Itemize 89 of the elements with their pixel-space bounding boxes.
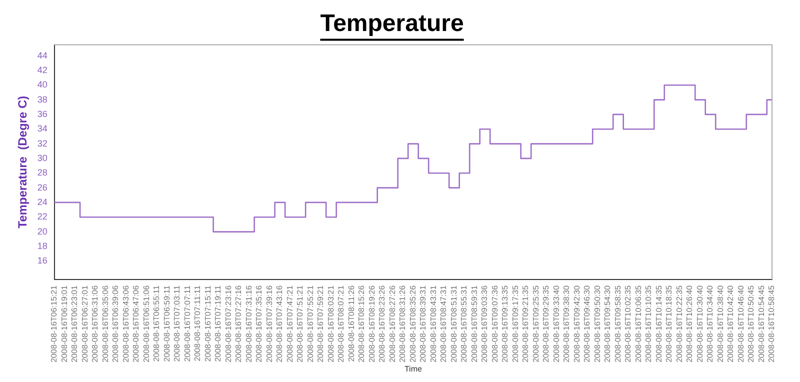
y-tick-label: 44 — [37, 50, 48, 60]
x-tick-label: 2008-08-16T08:15:26 — [357, 284, 366, 362]
x-tick-label: 2008-08-16T07:31:16 — [244, 284, 254, 362]
x-tick-label: 2008-08-16T06:39:06 — [111, 284, 120, 362]
x-tick-label: 2008-08-16T10:50:45 — [746, 284, 756, 362]
x-tick-label: 2008-08-16T09:42:30 — [572, 284, 582, 362]
x-tick-label: 2008-08-16T07:11:11 — [193, 284, 202, 362]
y-tick-label: 30 — [37, 152, 48, 163]
y-tick-label: 34 — [37, 124, 48, 134]
y-tick-label: 38 — [37, 94, 48, 104]
x-tick-label: 2008-08-16T06:47:06 — [132, 284, 141, 362]
x-tick-label: 2008-08-16T06:23:01 — [70, 284, 80, 362]
x-tick-label: 2008-08-16T06:27:01 — [80, 284, 90, 362]
x-tick-label: 2008-08-16T10:42:40 — [726, 284, 736, 362]
x-tick-label: 2008-08-16T09:21:35 — [521, 284, 530, 362]
x-axis-title: Time — [404, 364, 422, 374]
x-tick-label: 2008-08-16T08:11:26 — [346, 284, 356, 362]
x-tick-label: 2008-08-16T08:51:31 — [449, 284, 458, 362]
x-tick-label: 2008-08-16T08:55:31 — [460, 284, 469, 362]
y-tick-label: 20 — [37, 226, 48, 236]
y-tick-label: 32 — [37, 138, 48, 148]
x-tick-label: 2008-08-16T07:35:16 — [254, 284, 264, 362]
x-tick-label: 2008-08-16T09:58:35 — [613, 284, 622, 362]
x-tick-label: 2008-08-16T06:31:06 — [90, 284, 100, 362]
x-tick-label: 2008-08-16T10:38:40 — [716, 284, 725, 362]
x-tick-label: 2008-08-16T06:19:01 — [60, 284, 69, 362]
x-tick-label: 2008-08-16T10:54:45 — [756, 284, 766, 362]
x-tick-label: 2008-08-16T08:39:31 — [418, 284, 428, 362]
x-tick-label: 2008-08-16T09:38:30 — [562, 284, 572, 362]
x-tick-label: 2008-08-16T08:03:21 — [326, 284, 336, 362]
x-tick-label: 2008-08-16T10:06:35 — [634, 284, 643, 362]
x-tick-label: 2008-08-16T10:30:40 — [695, 284, 704, 362]
x-tick-label: 2008-08-16T06:51:06 — [142, 284, 151, 362]
x-tick-label: 2008-08-16T07:43:16 — [275, 284, 284, 362]
x-tick-label: 2008-08-16T08:59:31 — [470, 284, 479, 362]
x-tick-label: 2008-08-16T09:07:36 — [490, 284, 500, 362]
x-tick-label: 2008-08-16T07:19:11 — [214, 284, 223, 362]
x-tick-label: 2008-08-16T10:22:35 — [674, 284, 684, 362]
x-tick-label: 2008-08-16T06:15:21 — [50, 284, 59, 362]
x-tick-label: 2008-08-16T09:17:35 — [510, 284, 520, 362]
x-tick-label: 2008-08-16T08:23:26 — [378, 284, 387, 362]
x-tick-label: 2008-08-16T09:50:30 — [592, 284, 602, 362]
y-tick-label: 42 — [37, 64, 48, 75]
y-tick-label: 16 — [37, 256, 48, 266]
x-tick-label: 2008-08-16T09:33:40 — [552, 284, 561, 362]
x-tick-label: 2008-08-16T10:10:35 — [644, 284, 654, 362]
y-tick-label: 40 — [37, 80, 48, 90]
x-tick-label: 2008-08-16T09:03:36 — [480, 284, 490, 362]
x-tick-label: 2008-08-16T06:55:11 — [152, 284, 162, 362]
x-tick-label: 2008-08-16T09:29:35 — [542, 284, 551, 362]
x-tick-label: 2008-08-16T06:35:06 — [100, 284, 110, 362]
x-tick-label: 2008-08-16T07:51:21 — [296, 284, 305, 362]
x-tick-label: 2008-08-16T06:59:11 — [162, 284, 172, 362]
x-tick-label: 2008-08-16T10:46:40 — [736, 284, 746, 362]
x-tick-label: 2008-08-16T10:14:35 — [654, 284, 664, 362]
x-tick-label: 2008-08-16T10:18:35 — [664, 284, 674, 362]
x-tick-label: 2008-08-16T07:03:11 — [172, 284, 182, 362]
x-tick-label: 2008-08-16T07:39:16 — [264, 284, 274, 362]
y-tick-label: 28 — [37, 168, 48, 178]
x-tick-label: 2008-08-16T07:15:11 — [203, 284, 212, 362]
y-tick-label: 36 — [37, 108, 48, 119]
x-tick-label: 2008-08-16T10:26:40 — [685, 284, 694, 362]
x-tick-label: 2008-08-16T08:07:21 — [336, 284, 346, 362]
x-tick-label: 2008-08-16T07:23:16 — [224, 284, 233, 362]
x-tick-label: 2008-08-16T08:47:31 — [439, 284, 448, 362]
x-tick-label: 2008-08-16T08:27:26 — [388, 284, 397, 362]
x-tick-label: 2008-08-16T08:43:31 — [428, 284, 438, 362]
x-tick-label: 2008-08-16T09:13:35 — [500, 284, 510, 362]
y-tick-label: 18 — [37, 240, 48, 251]
x-tick-label: 2008-08-16T08:19:26 — [367, 284, 376, 362]
x-tick-label: 2008-08-16T10:34:40 — [706, 284, 715, 362]
x-tick-label: 2008-08-16T07:59:21 — [316, 284, 326, 362]
x-tick-label: 2008-08-16T10:58:45 — [767, 284, 776, 362]
y-axis-title: Temperature (Degre C) — [16, 96, 30, 228]
x-tick-label: 2008-08-16T09:25:35 — [531, 284, 540, 362]
x-tick-label: 2008-08-16T09:46:30 — [582, 284, 592, 362]
y-tick-label: 24 — [37, 196, 48, 207]
x-tick-label: 2008-08-16T06:43:06 — [121, 284, 130, 362]
x-tick-label: 2008-08-16T07:47:21 — [285, 284, 294, 362]
x-tick-label: 2008-08-16T10:02:35 — [624, 284, 633, 362]
x-tick-label: 2008-08-16T07:55:21 — [306, 284, 315, 362]
x-tick-label: 2008-08-16T07:27:16 — [234, 284, 244, 362]
x-tick-label: 2008-08-16T08:31:26 — [398, 284, 408, 362]
x-tick-label: 2008-08-16T09:54:30 — [603, 284, 612, 362]
x-tick-label: 2008-08-16T08:35:26 — [408, 284, 418, 362]
y-tick-label: 26 — [37, 182, 48, 192]
x-tick-label: 2008-08-16T07:07:11 — [182, 284, 192, 362]
y-tick-label: 22 — [37, 212, 48, 222]
chart-title: Temperature — [320, 10, 464, 38]
